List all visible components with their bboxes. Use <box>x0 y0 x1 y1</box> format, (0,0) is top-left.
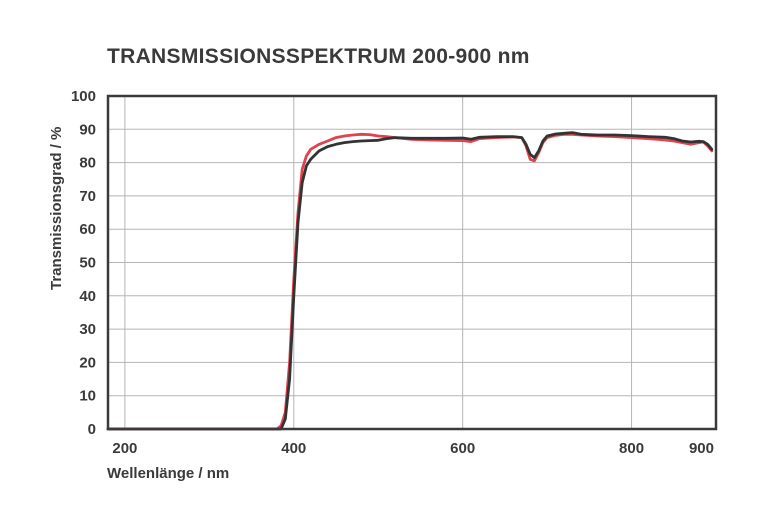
x-tick-label: 600 <box>450 440 475 457</box>
series-line-1 <box>106 132 714 431</box>
y-tick-label: 90 <box>79 121 96 138</box>
x-tick-label: 200 <box>112 440 137 457</box>
plot-frame <box>106 94 718 431</box>
x-tick-label: 400 <box>281 440 306 457</box>
series-lines <box>106 131 714 431</box>
x-tick-label: 800 <box>619 440 644 457</box>
y-tick-label: 40 <box>79 288 96 305</box>
y-tick-label: 50 <box>79 255 96 272</box>
y-tick-labels: 0 10 20 30 40 50 60 70 80 90 100 <box>71 88 96 438</box>
y-tick-label: 20 <box>79 354 96 371</box>
x-tick-labels: 200 400 600 800 900 <box>112 440 714 457</box>
y-tick-label: 70 <box>79 188 96 205</box>
grid-lines <box>108 96 716 429</box>
chart-title: TRANSMISSIONSSPEKTRUM 200-900 nm <box>107 45 530 68</box>
y-tick-label: 30 <box>79 321 96 338</box>
y-tick-label: 0 <box>88 421 96 438</box>
y-tick-label: 80 <box>79 155 96 172</box>
y-tick-label: 100 <box>71 88 96 105</box>
x-axis-label: Wellenlänge / nm <box>107 465 230 482</box>
x-tick-label: 900 <box>689 440 714 457</box>
y-tick-label: 60 <box>79 221 96 238</box>
y-tick-label: 10 <box>79 388 96 405</box>
series-line-2 <box>106 131 714 431</box>
